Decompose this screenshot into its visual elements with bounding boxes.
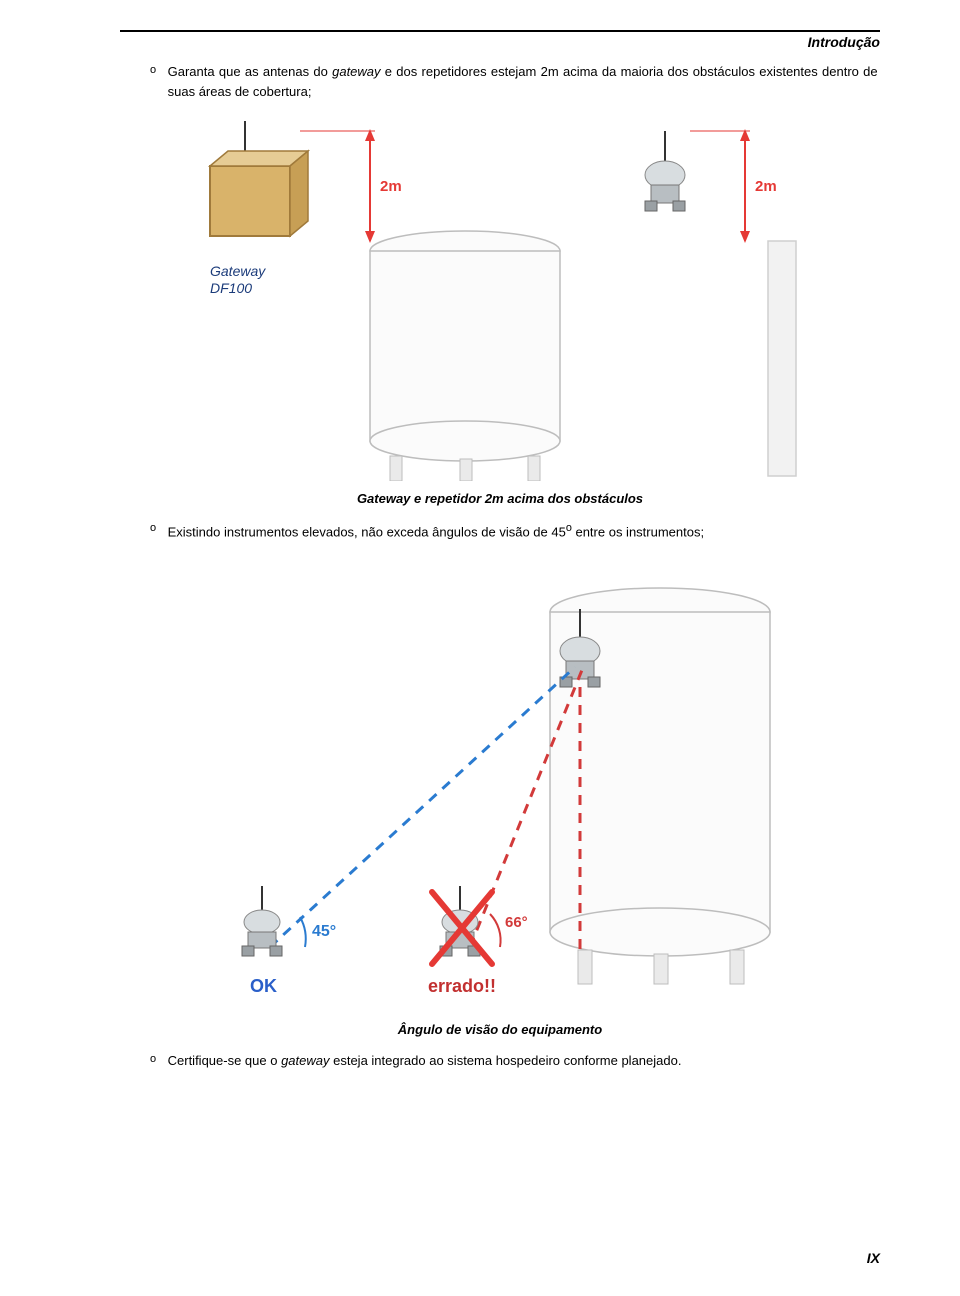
figure1-caption: Gateway e repetidor 2m acima dos obstácu… — [120, 491, 880, 506]
dim-2m-right: 2m — [755, 178, 777, 195]
angle-ok-label: 45° — [312, 923, 336, 940]
ok-label: OK — [250, 976, 277, 996]
bullet-marker: o — [150, 1051, 164, 1068]
angle-bad-label: 66° — [505, 914, 528, 931]
figure2-caption: Ângulo de visão do equipamento — [120, 1022, 880, 1037]
figure-angle-vision: 45° 66° OK errado!! — [200, 552, 800, 1012]
cross-x-icon — [432, 892, 492, 964]
dim-2m-left: 2m — [380, 178, 402, 195]
bullet-1: o Garanta que as antenas do gateway e do… — [150, 62, 880, 101]
bullet-1-text-a: Garanta que as antenas do — [168, 64, 332, 79]
bullet-3-em: gateway — [281, 1053, 329, 1068]
ground-device-ok-icon — [242, 886, 282, 956]
gateway-label-line2: DF100 — [210, 280, 252, 296]
page-number: IX — [867, 1250, 880, 1266]
bullet-3-text-b: esteja integrado ao sistema hospedeiro c… — [330, 1053, 682, 1068]
bullet-marker: o — [150, 62, 164, 79]
gateway-label-line1: Gateway — [210, 263, 266, 279]
bullet-3: o Certifique-se que o gateway esteja int… — [150, 1051, 880, 1071]
header-section-title: Introdução — [120, 34, 880, 50]
bullet-2-text: Existindo instrumentos elevados, não exc… — [168, 524, 566, 539]
bullet-3-text-a: Certifique-se que o — [168, 1053, 281, 1068]
bullet-2: o Existindo instrumentos elevados, não e… — [150, 520, 880, 542]
bullet-1-em: gateway — [332, 64, 380, 79]
figure-gateway-repeater: Gateway DF100 2m 2m — [190, 111, 810, 481]
bullet-2-tail: entre os instrumentos; — [572, 524, 704, 539]
wrong-label: errado!! — [428, 976, 496, 996]
tank-icon — [370, 231, 560, 481]
bullet-marker: o — [150, 520, 164, 537]
repeater-device-icon — [645, 131, 685, 211]
